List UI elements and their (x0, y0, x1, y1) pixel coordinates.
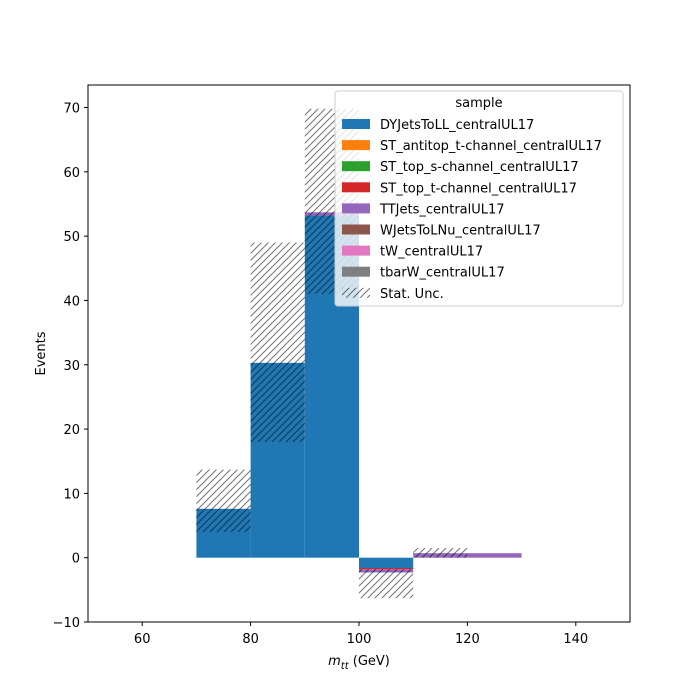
legend-box (334, 90, 624, 307)
x-axis-label: mtt (GeV) (328, 654, 390, 672)
y-tick-label: 20 (63, 423, 80, 438)
bar-TTJets_centralUL17-5 (467, 553, 522, 558)
y-axis-ticks: −10 0 10 20 30 40 50 60 70 (53, 102, 88, 631)
legend-swatch (342, 140, 370, 151)
y-tick-label: 50 (63, 230, 80, 245)
x-axis-ticks: 60 80 100 120 140 (134, 622, 588, 647)
legend-title: sample (455, 96, 502, 111)
y-tick-label: −10 (53, 616, 80, 631)
legend-swatch (342, 182, 370, 193)
legend-label: ST_top_t-channel_centralUL17 (380, 181, 577, 196)
y-tick-label: 0 (72, 552, 80, 567)
legend-swatch (342, 287, 370, 298)
legend-label: WJetsToLNu_centralUL17 (380, 224, 541, 239)
legend-swatch (342, 224, 370, 235)
y-tick-label: 70 (63, 102, 80, 117)
legend-label: ST_top_s-channel_centralUL17 (380, 160, 579, 175)
stat-unc-band-0 (196, 469, 251, 532)
bar-DYJetsToLL_centralUL17-3 (359, 557, 414, 568)
y-tick-label: 60 (63, 166, 80, 181)
x-tick-label: 80 (242, 632, 259, 647)
x-tick-label: 100 (347, 632, 372, 647)
y-tick-label: 40 (63, 294, 80, 309)
legend-swatch (342, 119, 370, 129)
stat-unc-band-4 (413, 548, 468, 558)
x-tick-label: 120 (455, 632, 480, 647)
stat-unc-band-3 (359, 569, 414, 599)
y-axis-label: Events (34, 331, 49, 375)
stat-unc-bands (196, 108, 468, 599)
legend: sample DYJetsToLL_centralUL17 ST_antitop_t… (334, 90, 624, 307)
legend-swatch (342, 266, 370, 277)
y-tick-label: 10 (63, 487, 80, 502)
legend-swatch (342, 203, 370, 214)
legend-label: Stat. Unc. (380, 287, 444, 302)
y-tick-label: 30 (63, 359, 80, 374)
legend-swatch (342, 161, 370, 172)
legend-label: ST_antitop_t-channel_centralUL17 (380, 139, 602, 154)
legend-label: DYJetsToLL_centralUL17 (380, 118, 534, 133)
x-tick-label: 60 (134, 632, 151, 647)
stat-unc-band-1 (250, 242, 305, 442)
legend-swatch (342, 245, 370, 256)
legend-label: tbarW_centralUL17 (380, 266, 505, 281)
x-tick-label: 140 (563, 632, 588, 647)
bar-ST_top_t-channel_centralUL17-3 (359, 567, 414, 570)
legend-label: TTJets_centralUL17 (379, 202, 505, 217)
legend-label: tW_centralUL17 (380, 245, 483, 260)
